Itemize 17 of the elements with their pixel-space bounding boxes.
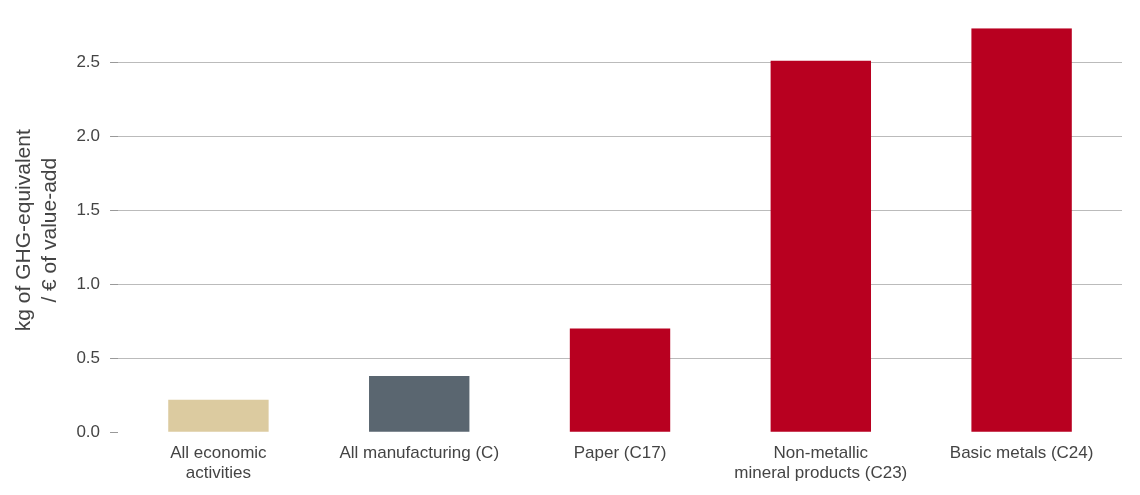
y-tick-label: 2.5	[76, 51, 101, 71]
bar	[168, 399, 269, 432]
bar	[569, 328, 671, 432]
x-tick-label: Basic metals (C24)	[949, 443, 1094, 463]
bar	[770, 60, 872, 432]
y-tick-label: 1.5	[76, 199, 101, 219]
x-tick-label: Paper (C17)	[573, 443, 667, 463]
y-tick-label: 2.0	[76, 125, 101, 145]
y-tick-label: 0.0	[76, 421, 101, 441]
x-tick-label: Non-metallic mineral products (C23)	[734, 443, 908, 483]
y-axis-title: kg of GHG-equivalent / € of value-add	[11, 129, 60, 332]
y-tick-label: 0.5	[76, 347, 101, 367]
bar	[971, 28, 1072, 432]
y-tick-label: 1.0	[76, 273, 101, 293]
x-tick-label: All manufacturing (C)	[339, 443, 500, 463]
bar	[369, 375, 470, 432]
x-tick-label: All economic activities	[170, 443, 268, 483]
